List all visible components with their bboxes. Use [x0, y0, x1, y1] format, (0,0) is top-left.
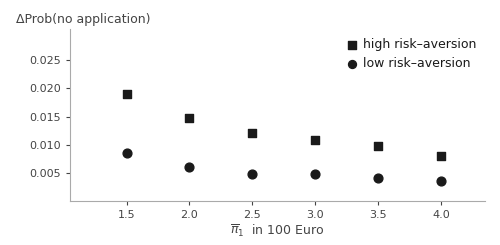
X-axis label: $\overline{\pi}_1$  in 100 Euro: $\overline{\pi}_1$ in 100 Euro — [230, 223, 325, 239]
high risk–aversion — [60, 47, 68, 51]
Text: ΔProb(no application): ΔProb(no application) — [16, 13, 150, 26]
low risk–aversion — [248, 172, 256, 176]
low risk–aversion — [60, 121, 68, 125]
high risk–aversion — [122, 92, 130, 96]
low risk–aversion — [374, 176, 382, 180]
low risk–aversion — [311, 172, 319, 176]
low risk–aversion — [437, 179, 445, 183]
high risk–aversion — [374, 144, 382, 148]
low risk–aversion — [122, 151, 130, 155]
high risk–aversion — [437, 154, 445, 158]
high risk–aversion — [186, 116, 194, 120]
low risk–aversion — [186, 165, 194, 169]
Legend: high risk–aversion, low risk–aversion: high risk–aversion, low risk–aversion — [344, 36, 479, 73]
high risk–aversion — [248, 132, 256, 135]
high risk–aversion — [311, 138, 319, 142]
